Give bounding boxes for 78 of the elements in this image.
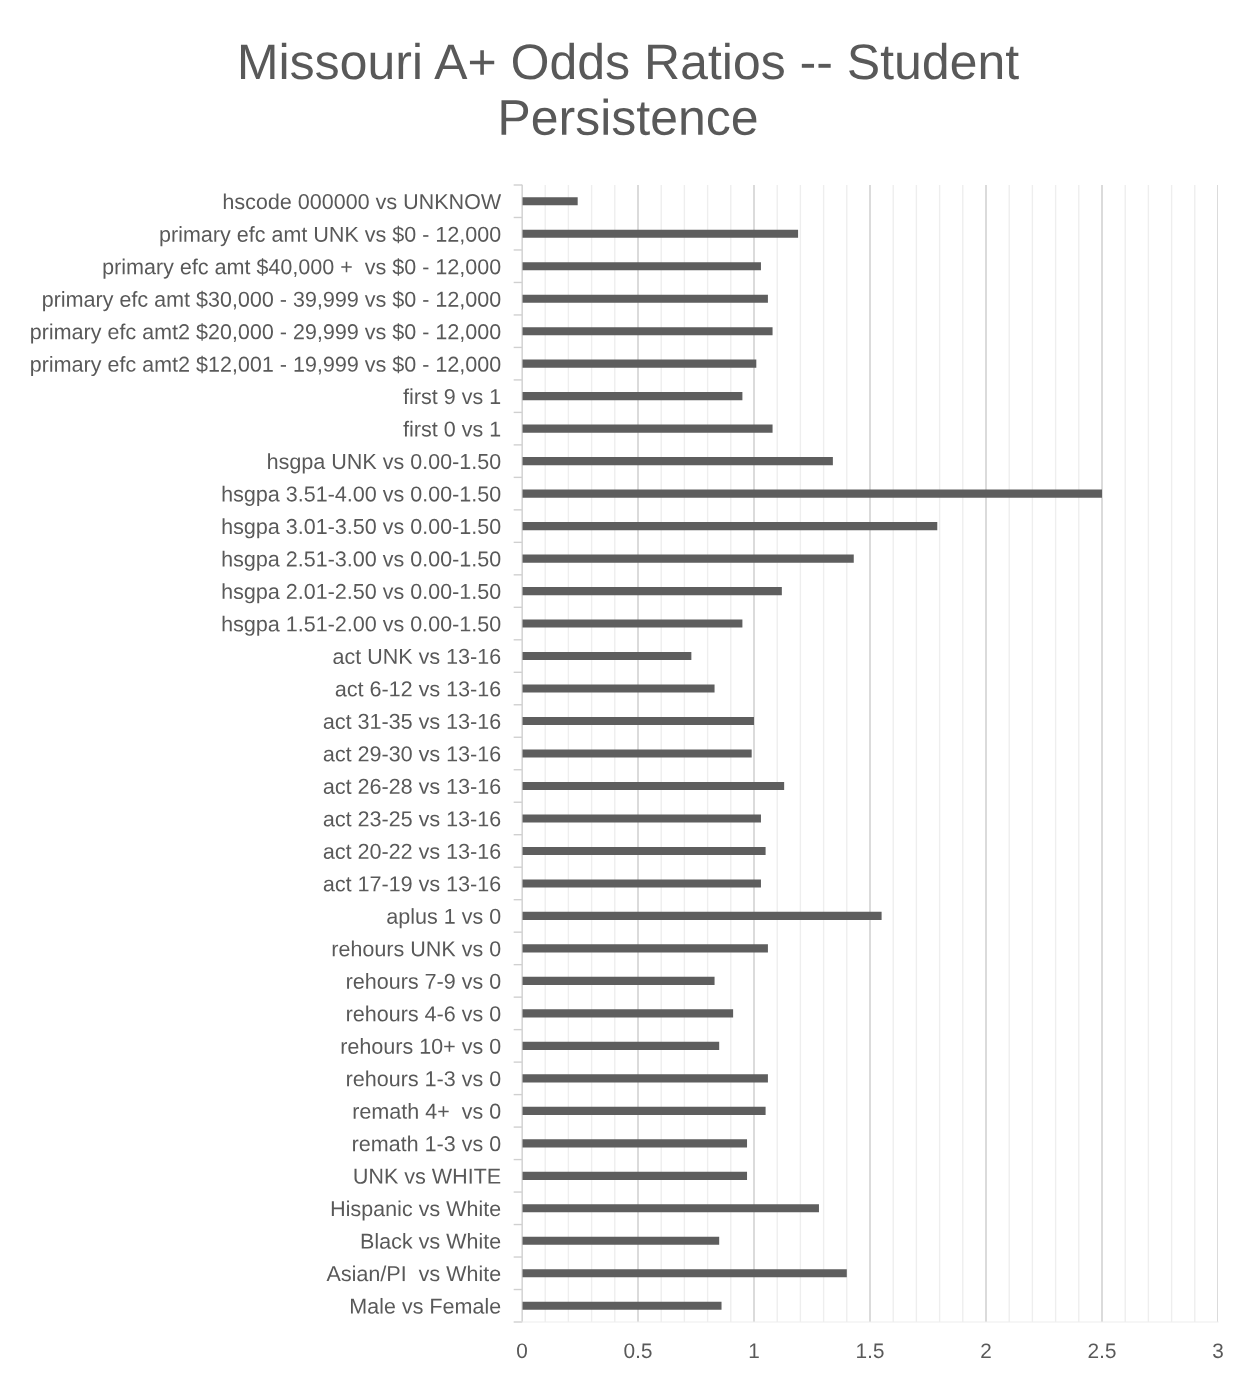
bar xyxy=(522,522,938,531)
bar xyxy=(522,944,768,953)
y-tick-label: act 26-28 vs 13-16 xyxy=(323,778,501,794)
bar xyxy=(522,1204,819,1213)
x-tick-label: 0.5 xyxy=(624,1343,652,1359)
bar xyxy=(522,651,692,661)
y-tick-label: act 6-12 vs 13-16 xyxy=(335,681,501,697)
bar xyxy=(522,846,766,856)
y-tick-label: first 0 vs 1 xyxy=(403,420,501,437)
bar xyxy=(522,554,854,563)
y-tick-label: primary efc amt2 $12,001 - 19,999 vs $0 - 12,000 xyxy=(31,355,501,377)
bar xyxy=(522,716,754,726)
y-tick-label: Male vs Female xyxy=(351,1297,501,1314)
y-tick-label: UNK vs WHITE xyxy=(354,1168,501,1184)
bar xyxy=(522,1269,847,1278)
bar xyxy=(522,879,761,888)
y-tick-label: rehours 10+ vs 0 xyxy=(341,1038,501,1054)
bar xyxy=(522,684,715,693)
y-tick-label: primary efc amt UNK vs $0 - 12,000 xyxy=(160,225,501,247)
x-tick-label: 1 xyxy=(749,1343,759,1358)
x-tick-label: 1.5 xyxy=(857,1343,884,1359)
y-tick-label: primary efc amt $40,000 + vs $0 - 12,000 xyxy=(103,258,501,279)
bar xyxy=(522,1106,766,1115)
y-tick-label: hscode 000000 vs UNKNOW xyxy=(223,193,502,210)
bar xyxy=(522,587,782,596)
bar xyxy=(522,392,743,401)
y-tick-label: Black vs White xyxy=(361,1232,501,1249)
bar xyxy=(522,294,768,303)
bar xyxy=(522,229,799,238)
y-tick-label: remath 4+ vs 0 xyxy=(353,1103,501,1119)
bar xyxy=(522,262,761,271)
y-tick-label: remath 1-3 vs 0 xyxy=(353,1135,501,1152)
y-tick-label: primary efc amt2 $20,000 - 29,999 vs $0 - 12,000 xyxy=(31,323,501,344)
y-tick-label: Asian/PI vs White xyxy=(326,1265,501,1282)
y-tick-label: hsgpa 2.01-2.50 vs 0.00-1.50 xyxy=(222,583,501,604)
bar xyxy=(522,749,752,758)
y-tick-label: act 29-30 vs 13-16 xyxy=(323,746,501,762)
chart-title: Missouri A+ Odds Ratios -- Student Persistence xyxy=(240,42,1019,136)
bar xyxy=(522,489,1102,498)
y-tick-label: act 20-22 vs 13-16 xyxy=(323,843,501,859)
bar xyxy=(522,911,882,920)
bar xyxy=(522,781,785,791)
bar xyxy=(522,1074,768,1083)
y-tick-label: rehours 7-9 vs 0 xyxy=(347,973,501,989)
bar xyxy=(522,424,773,433)
y-tick-label: act 17-19 vs 13-16 xyxy=(323,876,501,892)
x-tick-label: 3 xyxy=(1213,1343,1223,1359)
x-tick-label: 0 xyxy=(517,1343,527,1359)
bar xyxy=(522,1301,722,1310)
y-tick-label: act 31-35 vs 13-16 xyxy=(323,713,501,730)
bar xyxy=(522,327,773,336)
y-tick-label: aplus 1 vs 0 xyxy=(387,908,501,929)
y-tick-label: Hispanic vs White xyxy=(331,1200,501,1221)
bar xyxy=(522,1171,748,1180)
y-tick-label: act UNK vs 13-16 xyxy=(333,648,501,665)
y-tick-label: hsgpa 1.51-2.00 vs 0.00-1.50 xyxy=(222,615,501,636)
bar xyxy=(522,1139,748,1148)
y-tick-label: hsgpa UNK vs 0.00-1.50 xyxy=(268,453,501,474)
y-tick-label: rehours 4-6 vs 0 xyxy=(347,1005,501,1022)
y-tick-label: rehours 1-3 vs 0 xyxy=(347,1070,501,1087)
y-tick-label: act 23-25 vs 13-16 xyxy=(323,811,501,827)
bar xyxy=(522,1009,734,1018)
y-tick-label: hsgpa 3.01-3.50 vs 0.00-1.50 xyxy=(222,518,501,539)
y-tick-label: hsgpa 2.51-3.00 vs 0.00-1.50 xyxy=(222,550,501,571)
bar xyxy=(522,1236,720,1245)
bar xyxy=(522,619,743,628)
bar xyxy=(522,457,833,466)
x-tick-label: 2 xyxy=(981,1343,991,1358)
bar xyxy=(522,1041,720,1050)
y-tick-label: hsgpa 3.51-4.00 vs 0.00-1.50 xyxy=(222,485,501,506)
bar xyxy=(522,976,715,985)
y-tick-label: first 9 vs 1 xyxy=(403,388,501,405)
bar xyxy=(522,197,578,206)
bar xyxy=(522,814,761,823)
x-tick-label: 2.5 xyxy=(1088,1343,1116,1359)
bar xyxy=(522,359,757,368)
y-tick-label: primary efc amt $30,000 - 39,999 vs $0 - 12,000 xyxy=(43,290,501,312)
y-tick-label: rehours UNK vs 0 xyxy=(332,940,501,957)
